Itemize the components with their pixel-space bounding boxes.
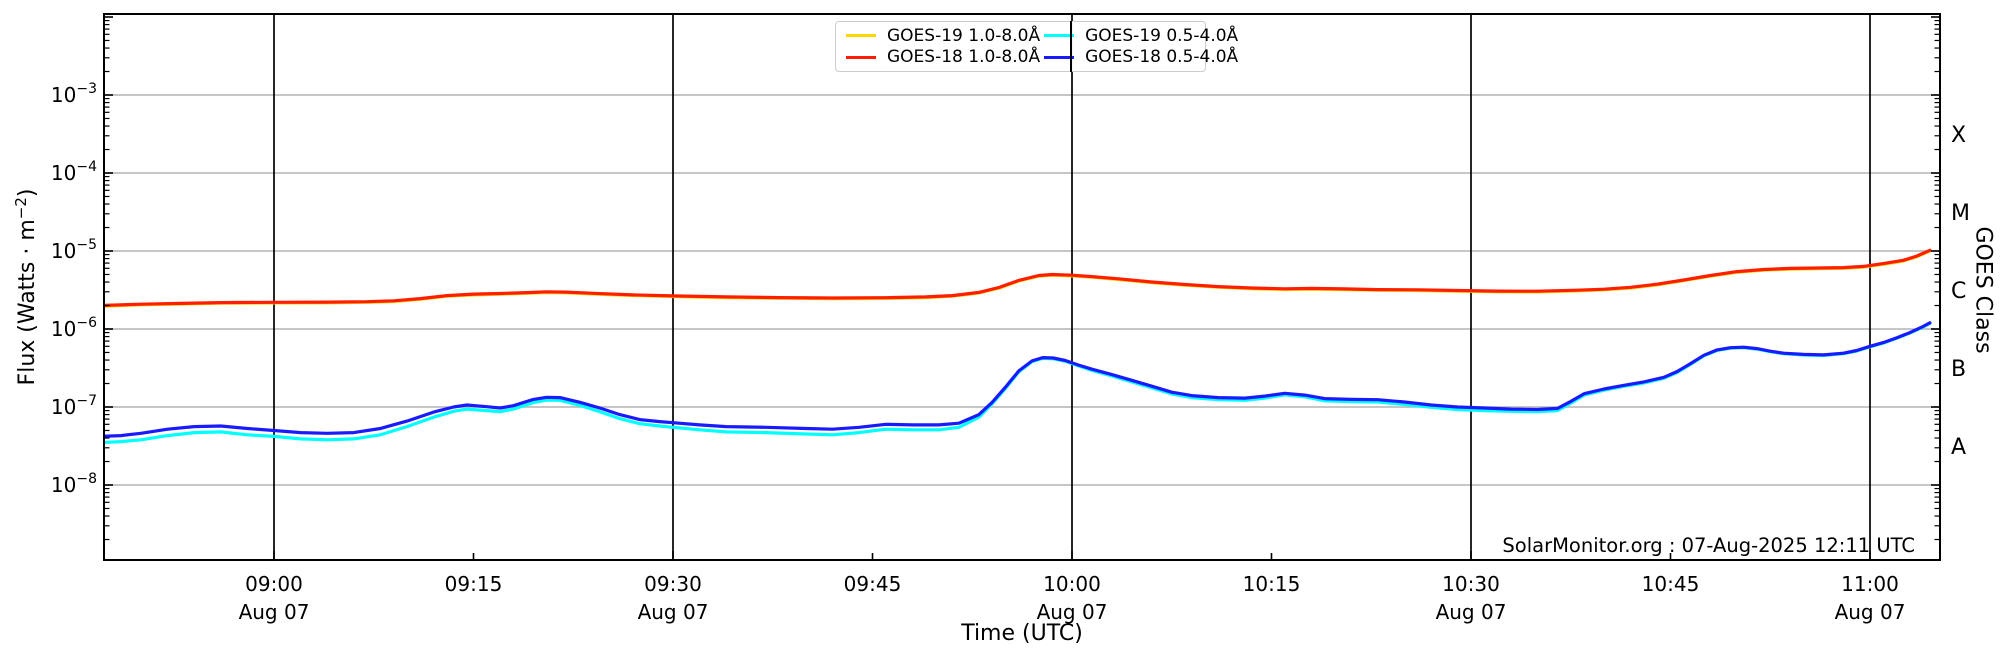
legend-label: GOES-18 0.5-4.0Å bbox=[1085, 47, 1239, 68]
legend-line-sample bbox=[846, 34, 876, 38]
y-tick-label: 10−3 bbox=[51, 81, 97, 107]
plot-frame bbox=[103, 13, 1941, 561]
goes-class-label: A bbox=[1951, 435, 1966, 460]
goes19-long-curve bbox=[104, 249, 1932, 308]
x-axis-label: Time (UTC) bbox=[961, 621, 1083, 646]
watermark-annotation: SolarMonitor.org : 07-Aug-2025 12:11 UTC bbox=[1502, 534, 1915, 557]
x-tick-label: 09:00 bbox=[245, 572, 303, 596]
legend-line-sample bbox=[1044, 55, 1075, 59]
goes-class-label: B bbox=[1951, 357, 1966, 382]
legend-label: GOES-19 0.5-4.0Å bbox=[1085, 25, 1239, 46]
goes18-long-curve bbox=[104, 248, 1932, 308]
goes-class-label: X bbox=[1951, 123, 1966, 148]
x-tick-label: 09:30 bbox=[644, 572, 702, 596]
goes-class-label: C bbox=[1951, 279, 1966, 304]
y-tick-label: 10−5 bbox=[51, 237, 97, 263]
x-tick-label: 09:45 bbox=[844, 572, 902, 596]
legend-line-sample bbox=[1044, 34, 1075, 38]
legend-line-sample bbox=[846, 55, 876, 59]
y-axis-label: Flux (Watts · m−2) bbox=[11, 188, 41, 386]
goes19-short-curve bbox=[104, 321, 1932, 445]
legend-label: GOES-18 1.0-8.0Å bbox=[887, 47, 1041, 68]
legend-label: GOES-19 1.0-8.0Å bbox=[887, 25, 1041, 46]
legend-item: GOES-19 0.5-4.0Å bbox=[1040, 26, 1238, 46]
x-tick-label: 10:45 bbox=[1642, 572, 1700, 596]
x-tick-date-label: Aug 07 bbox=[1037, 600, 1108, 624]
legend-item: GOES-19 1.0-8.0Å bbox=[842, 26, 1040, 46]
v-gridline-over-legend bbox=[1070, 21, 1072, 72]
x-tick-date-label: Aug 07 bbox=[638, 600, 709, 624]
legend-item: GOES-18 0.5-4.0Å bbox=[1040, 47, 1238, 67]
x-tick-date-label: Aug 07 bbox=[239, 600, 310, 624]
legend: GOES-19 1.0-8.0Å GOES-18 1.0-8.0Å GOES-19 … bbox=[835, 21, 1238, 72]
x-tick-date-label: Aug 07 bbox=[1835, 600, 1906, 624]
goes18-short-curve bbox=[104, 321, 1932, 438]
y-tick-label: 10−6 bbox=[51, 315, 97, 341]
x-tick-label: 10:00 bbox=[1043, 572, 1101, 596]
x-tick-label: 10:30 bbox=[1442, 572, 1500, 596]
y-tick-label: 10−7 bbox=[51, 393, 97, 419]
y-tick-label: 10−4 bbox=[51, 159, 97, 185]
right-axis-label: GOES Class bbox=[1970, 226, 1996, 354]
x-tick-label: 10:15 bbox=[1243, 572, 1301, 596]
x-tick-date-label: Aug 07 bbox=[1436, 600, 1507, 624]
x-tick-label: 11:00 bbox=[1841, 572, 1899, 596]
x-tick-label: 09:15 bbox=[445, 572, 503, 596]
goes-class-label: M bbox=[1951, 201, 1970, 226]
legend-item: GOES-18 1.0-8.0Å bbox=[842, 47, 1040, 67]
y-tick-label: 10−8 bbox=[51, 471, 97, 497]
